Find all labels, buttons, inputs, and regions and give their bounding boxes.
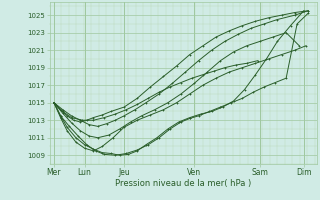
X-axis label: Pression niveau de la mer( hPa ): Pression niveau de la mer( hPa ) [115, 179, 251, 188]
